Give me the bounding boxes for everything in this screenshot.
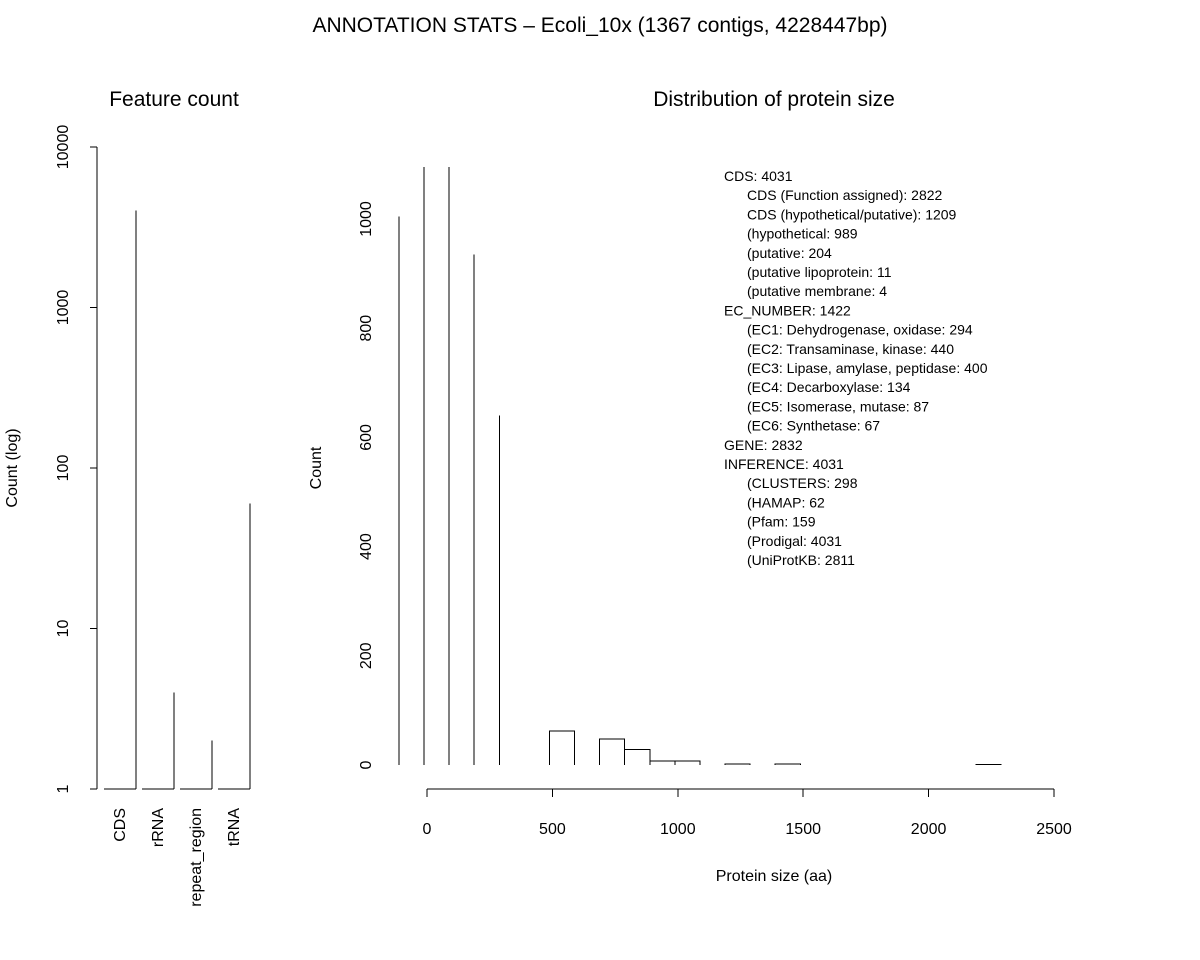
- protein-size-x-axis-label: Protein size (aa): [716, 868, 833, 885]
- protein-size-y-tick-label: 0: [358, 760, 375, 769]
- annotation-line: (putative membrane: 4: [747, 283, 887, 299]
- protein-size-histogram-bars: [398, 167, 1002, 765]
- protein-size-y-axis-label: Count: [308, 446, 325, 489]
- feature-count-y-tick-label: 1000: [55, 290, 72, 326]
- histogram-bar-600-700: [548, 730, 576, 765]
- feature-count-bar-trna: [218, 503, 251, 790]
- feature-count-x-label: rRNA: [150, 808, 167, 847]
- histogram-bar-900-1000: [624, 749, 651, 765]
- annotation-line: (EC6: Synthetase: 67: [747, 418, 880, 434]
- protein-size-x-tick-label: 1500: [785, 821, 821, 838]
- histogram-bar-1300-1400: [724, 763, 751, 765]
- protein-size-x-tick-label: 2000: [911, 821, 947, 838]
- annotation-line: EC_NUMBER: 1422: [724, 302, 851, 318]
- protein-size-title: Distribution of protein size: [653, 88, 895, 111]
- annotation-line: CDS: 4031: [724, 168, 793, 184]
- annotation-line: (UniProtKB: 2811: [747, 552, 855, 568]
- annotation-line: GENE: 2832: [724, 437, 803, 453]
- protein-size-y-tick-label: 600: [358, 424, 375, 451]
- histogram-bar-1000-1100: [649, 760, 676, 765]
- annotation-line: CDS (hypothetical/putative): 1209: [747, 206, 957, 222]
- annotation-line: (CLUSTERS: 298: [747, 475, 858, 491]
- main-title: ANNOTATION STATS – Ecoli_10x (1367 conti…: [312, 14, 887, 37]
- protein-size-x-tick-label: 2500: [1036, 821, 1072, 838]
- protein-size-y-tick-label: 800: [358, 315, 375, 342]
- feature-count-bar-repeat-region: [180, 740, 213, 790]
- annotation-line: (hypothetical: 989: [747, 226, 858, 242]
- protein-size-chart: Distribution of protein size Count Prote…: [308, 88, 1072, 885]
- feature-count-title: Feature count: [109, 88, 239, 111]
- histogram-bar-2300-2400: [975, 763, 1002, 765]
- annotation-line: (EC1: Dehydrogenase, oxidase: 294: [747, 322, 973, 338]
- annotation-line: (EC4: Decarboxylase: 134: [747, 379, 911, 395]
- annotation-line: (putative lipoprotein: 11: [747, 264, 892, 280]
- feature-count-x-label: repeat_region: [188, 808, 205, 907]
- protein-size-x-axis: 0 500 1000 1500 2000 2500: [423, 788, 1072, 838]
- annotation-line: (putative: 204: [747, 245, 832, 261]
- protein-size-y-tick-label: 200: [358, 642, 375, 669]
- annotation-line: (HAMAP: 62: [747, 494, 825, 510]
- annotation-line: (EC2: Transaminase, kinase: 440: [747, 341, 954, 357]
- annotation-line: (EC3: Lipase, amylase, peptidase: 400: [747, 360, 988, 376]
- annotation-line: (Prodigal: 4031: [747, 533, 842, 549]
- protein-size-x-tick-label: 1000: [660, 821, 696, 838]
- annotation-line: CDS (Function assigned): 2822: [747, 187, 943, 203]
- feature-count-bar-rrna: [142, 692, 175, 790]
- feature-count-y-axis: 1 10 100 1000 10000: [55, 125, 98, 793]
- feature-count-y-tick-label: 10: [55, 620, 72, 638]
- feature-count-y-tick-label: 100: [55, 455, 72, 482]
- feature-count-bars: [104, 210, 251, 790]
- histogram-bar-800-900: [599, 738, 626, 765]
- protein-size-x-tick-label: 0: [423, 821, 432, 838]
- annotation-line: (Pfam: 159: [747, 514, 816, 530]
- feature-count-y-axis-label: Count (log): [4, 428, 21, 507]
- protein-size-y-tick-label: 400: [358, 533, 375, 560]
- histogram-bar-1100-1200: [674, 760, 701, 765]
- protein-size-y-axis: 0 200 400 600 800 1000: [358, 201, 375, 769]
- feature-count-chart: Feature count Count (log) 1 10 100 1000 1000…: [4, 88, 251, 907]
- protein-size-y-tick-label: 1000: [358, 201, 375, 237]
- feature-count-x-labels: CDS rRNA repeat_region tRNA: [112, 808, 243, 907]
- feature-count-x-label: CDS: [112, 808, 129, 842]
- annotation-line: (EC5: Isomerase, mutase: 87: [747, 398, 929, 414]
- protein-size-x-tick-label: 500: [539, 821, 566, 838]
- feature-count-y-tick-label: 1: [55, 784, 72, 793]
- feature-count-bar-cds: [104, 210, 137, 790]
- annotation-line: INFERENCE: 4031: [724, 456, 844, 472]
- feature-count-x-label: tRNA: [226, 808, 243, 847]
- histogram-bar-1500-1600: [774, 763, 801, 765]
- annotation-summary: CDS: 4031 CDS (Function assigned): 2822 CD…: [724, 168, 988, 568]
- feature-count-y-tick-label: 10000: [55, 125, 72, 170]
